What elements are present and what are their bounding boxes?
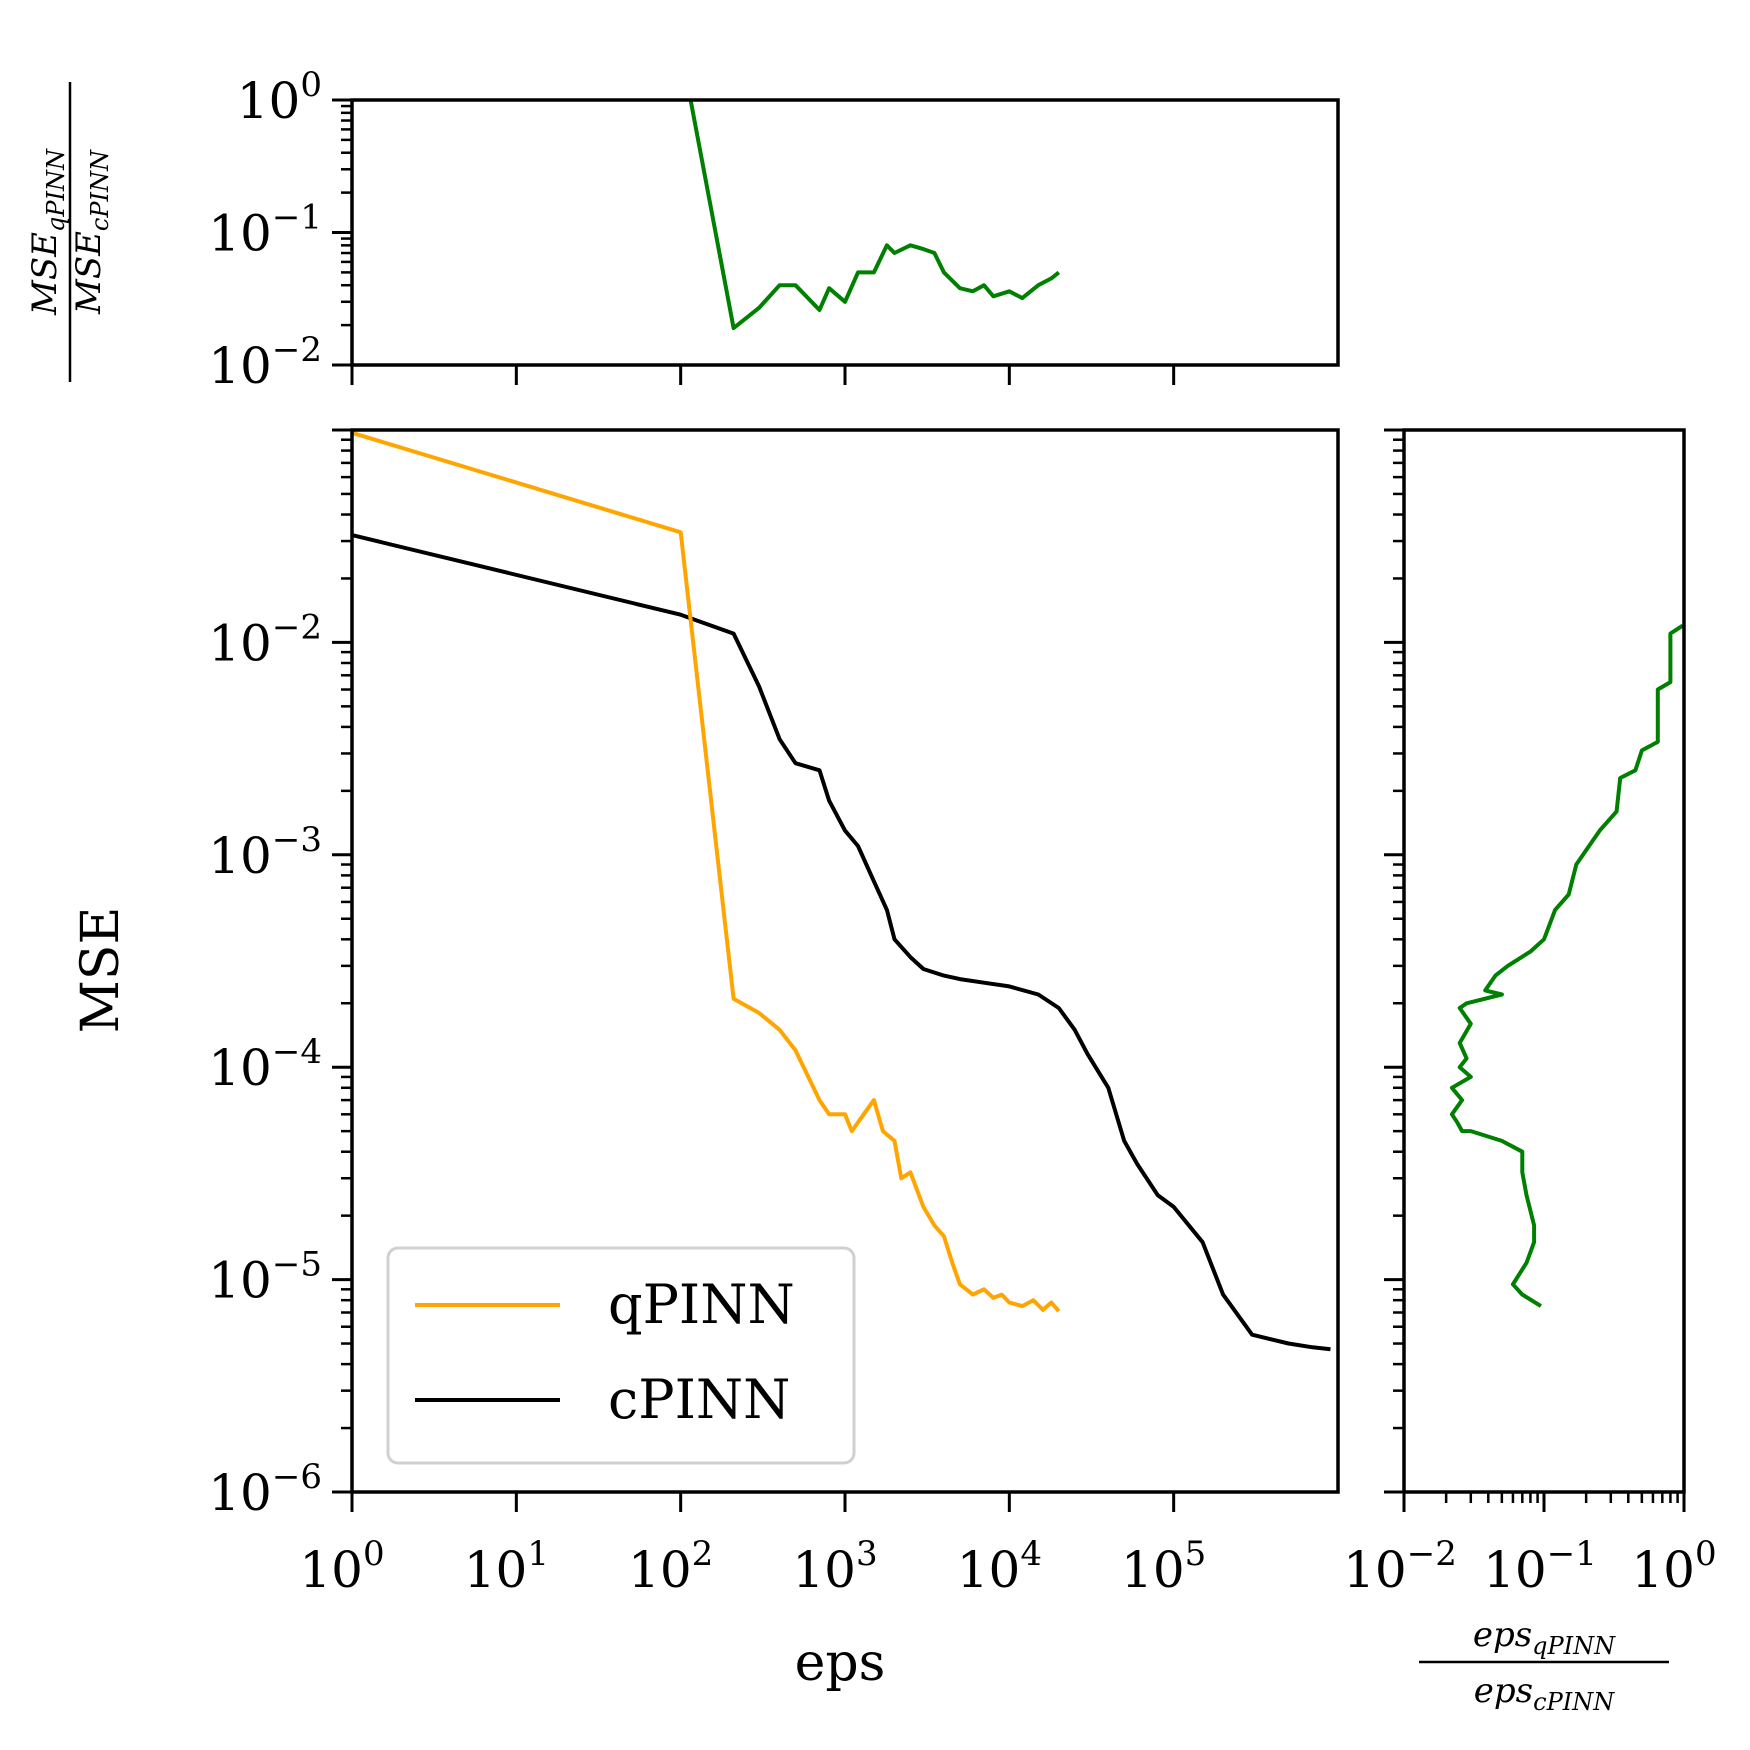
x-axis-label: eps (795, 1633, 886, 1693)
top-y-label-denominator: MSEcPINN (69, 149, 114, 315)
series-line-cPINN (351, 533, 1331, 1352)
legend-label: cPINN (608, 1368, 790, 1431)
y-tick-label: 10−2 (208, 607, 322, 672)
x-tick-label: 104 (957, 1534, 1042, 1599)
top-y-tick-label: 100 (237, 65, 322, 130)
y-tick-label: 10−6 (208, 1457, 322, 1522)
right-x-label-denominator: epscPINN (1474, 1671, 1615, 1716)
right-x-tick-label: 10−2 (1343, 1534, 1457, 1599)
y-tick-label: 10−3 (208, 820, 322, 885)
x-tick-label: 105 (1121, 1534, 1206, 1599)
legend-label: qPINN (608, 1273, 795, 1336)
right-x-label-numerator: epsqPINN (1473, 1615, 1616, 1660)
top-y-tick-label: 10−1 (208, 198, 322, 263)
x-tick-label: 103 (792, 1534, 877, 1599)
x-tick-label: 102 (628, 1534, 713, 1599)
top-y-label-numerator: MSEqPINN (25, 148, 70, 316)
main-plot: 100 101 102 103 104 105 10−6 10−5 10−4 10−3 10−2 ep… (71, 428, 1340, 1693)
legend: qPINN cPINN (386, 1246, 856, 1465)
y-tick-label: 10−5 (208, 1245, 322, 1310)
y-axis-label: MSE (71, 907, 131, 1034)
x-tick-label: 100 (299, 1534, 384, 1599)
right-x-axis-label: epsqPINN epscPINN (1419, 1615, 1669, 1716)
y-tick-label: 10−4 (208, 1032, 322, 1097)
right-ratio-plot: 10−2 10−1 100 epsqPINN epscPINN (1343, 428, 1717, 1716)
top-y-tick-label: 10−2 (208, 330, 322, 395)
right-x-tick-label: 100 (1631, 1534, 1716, 1599)
right-x-tick-label: 10−1 (1483, 1534, 1597, 1599)
legend-box (386, 1246, 856, 1465)
x-tick-label: 101 (464, 1534, 549, 1599)
